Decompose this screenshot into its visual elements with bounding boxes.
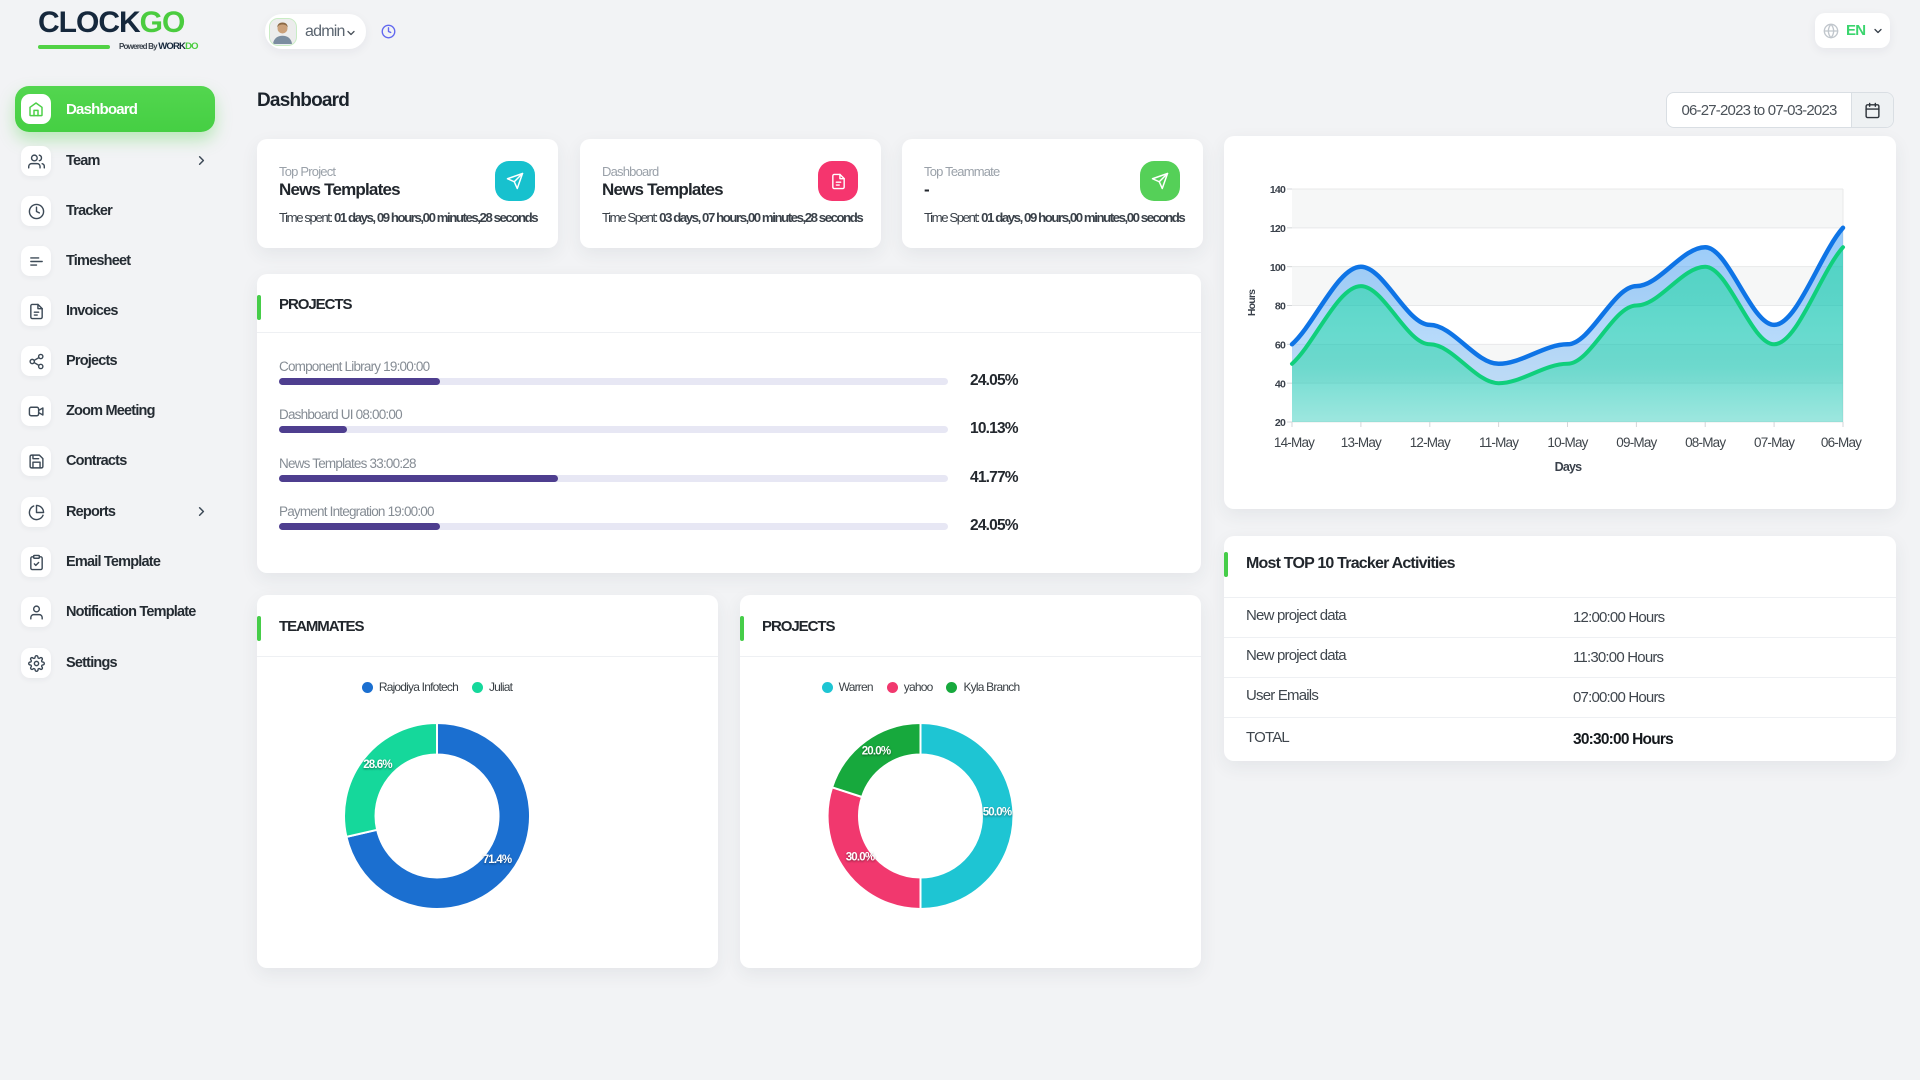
svg-text:Hours: Hours [1246, 289, 1258, 316]
svg-text:28.6%: 28.6% [363, 759, 392, 771]
svg-text:07-May: 07-May [1754, 435, 1795, 450]
svg-text:80: 80 [1275, 301, 1286, 313]
svg-text:13-May: 13-May [1341, 435, 1382, 450]
svg-text:14-May: 14-May [1274, 435, 1315, 450]
svg-text:40: 40 [1275, 378, 1286, 390]
svg-text:08-May: 08-May [1685, 435, 1726, 450]
svg-text:06-May: 06-May [1821, 435, 1862, 450]
svg-text:11-May: 11-May [1479, 435, 1519, 450]
svg-text:09-May: 09-May [1616, 435, 1657, 450]
svg-text:100: 100 [1270, 262, 1286, 274]
svg-text:60: 60 [1275, 340, 1286, 352]
svg-text:10-May: 10-May [1547, 435, 1588, 450]
svg-text:120: 120 [1270, 223, 1286, 235]
svg-text:20: 20 [1275, 417, 1286, 429]
svg-text:30.0%: 30.0% [846, 852, 875, 864]
svg-text:71.4%: 71.4% [483, 854, 512, 866]
svg-text:50.0%: 50.0% [983, 807, 1012, 819]
svg-text:12-May: 12-May [1410, 435, 1451, 450]
svg-text:Days: Days [1555, 460, 1583, 474]
svg-text:140: 140 [1270, 184, 1286, 196]
svg-text:20.0%: 20.0% [862, 746, 891, 758]
